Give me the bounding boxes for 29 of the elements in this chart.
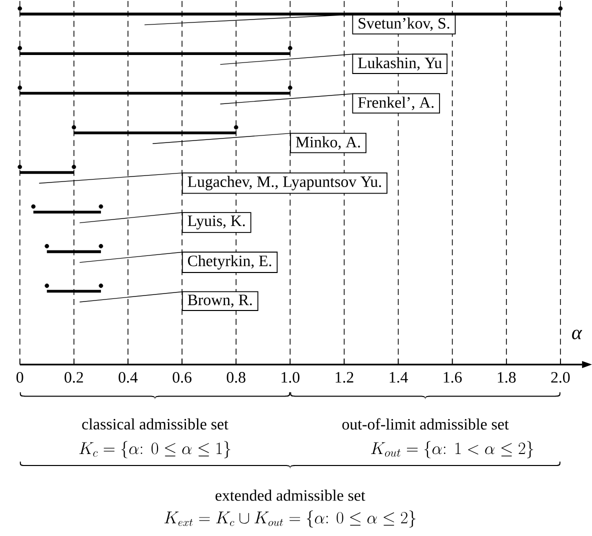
x-tick-label: 1.4 <box>390 372 408 382</box>
x-tick-label: 0.2 <box>64 372 83 383</box>
x-tick-label: 0.8 <box>226 372 246 383</box>
y-tick-label: Frenkel’, A. <box>358 96 434 110</box>
y-tick-label: Brown, R. <box>188 294 252 308</box>
x-tick-label: 1.8 <box>498 372 516 383</box>
x-axis-title: α <box>572 330 582 340</box>
text: extended admissible set <box>216 489 366 501</box>
x-tick-label: 1.0 <box>282 372 300 383</box>
y-tick-label: Lukashin, Yu <box>358 56 442 70</box>
x-tick-label: 1.2 <box>336 372 354 383</box>
text: classical admissible set <box>82 418 228 430</box>
bar <box>46 290 101 292</box>
y-tick-label: Lugachev, M., Lyapuntsov Yu. <box>188 176 381 190</box>
y-tick-label: Lyuis, K. <box>188 215 245 230</box>
y-tick-label: Svetun’kov, S. <box>358 17 450 31</box>
y-tick-label: Chetyrkin, E. <box>188 254 272 270</box>
text: $K_c=\left\{\alpha\colon\ 0\le\alpha\le 1\right\}$ <box>79 440 230 458</box>
x-tick-label: 1.6 <box>444 372 462 383</box>
x-tick-label: 0 <box>16 372 24 383</box>
x-tick-label: 2.0 <box>551 372 570 383</box>
text: out-of-limit admissible set <box>342 418 509 430</box>
text: $K_{out}=\left\{\alpha\colon\ 1<\alpha\le 2\right\}$ <box>371 440 534 458</box>
x-tick-label: 0.6 <box>172 372 192 383</box>
text: $K_{ext}=K_c\cup K_{out}=\left\{\alpha\colon\ 0\le\alpha\le 2\right\}$ <box>164 510 416 528</box>
bar <box>74 131 236 134</box>
x-tick-label: 0.4 <box>118 372 138 383</box>
y-tick-label: Minko, A. <box>296 136 360 150</box>
bar <box>46 250 101 253</box>
